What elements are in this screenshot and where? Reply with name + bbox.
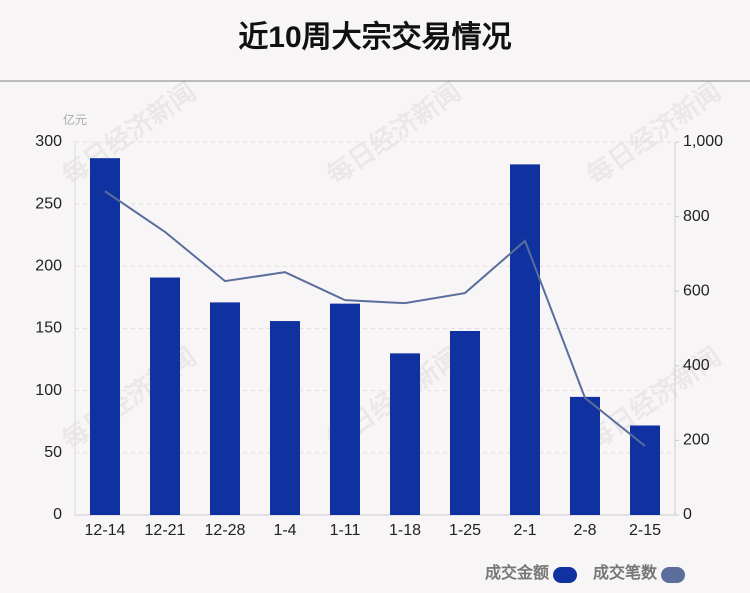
bar bbox=[450, 330, 480, 515]
line bbox=[104, 190, 646, 447]
y2-tick-label: 800 bbox=[683, 208, 710, 225]
watermark: 每日经济新闻 bbox=[321, 76, 466, 190]
x-tick-label: 12-21 bbox=[145, 522, 186, 539]
x-tick-label: 12-28 bbox=[205, 522, 246, 539]
legend-swatch bbox=[553, 567, 578, 583]
x-tick-label: 12-14 bbox=[85, 522, 126, 539]
y-tick-label: 150 bbox=[35, 320, 62, 337]
x-tick-label: 1-11 bbox=[330, 522, 361, 539]
bar bbox=[90, 158, 120, 515]
y2-tick-label: 200 bbox=[683, 432, 710, 449]
bar bbox=[570, 396, 600, 515]
bar bbox=[330, 303, 360, 515]
x-tick-label: 2-8 bbox=[573, 522, 596, 539]
bar bbox=[510, 164, 540, 515]
bar bbox=[210, 302, 240, 515]
y-tick-label: 200 bbox=[35, 258, 62, 275]
y-tick-label: 300 bbox=[35, 133, 62, 150]
y-tick-label: 50 bbox=[44, 444, 62, 461]
bar bbox=[390, 353, 420, 515]
y-tick-label: 0 bbox=[53, 506, 62, 523]
y2-tick-label: 400 bbox=[683, 357, 710, 374]
legend-label: 成交笔数 bbox=[593, 563, 658, 582]
y2-tick-label: 600 bbox=[683, 282, 710, 299]
x-tick-label: 1-25 bbox=[449, 522, 481, 539]
chart-title: 近10周大宗交易情况 bbox=[238, 20, 511, 54]
y2-tick-label: 0 bbox=[683, 506, 692, 523]
bar bbox=[150, 277, 180, 515]
y-tick-label: 250 bbox=[35, 195, 62, 212]
x-tick-label: 2-1 bbox=[513, 522, 536, 539]
y-tick-label: 100 bbox=[35, 382, 62, 399]
x-tick-label: 1-4 bbox=[273, 522, 296, 539]
y-unit: 亿元 bbox=[63, 112, 87, 127]
legend-label: 成交金额 bbox=[485, 563, 549, 582]
bar bbox=[270, 321, 300, 515]
y2-tick-label: 1,000 bbox=[683, 133, 723, 150]
x-tick-label: 2-15 bbox=[629, 522, 661, 539]
legend-swatch bbox=[661, 567, 686, 583]
x-tick-label: 1-18 bbox=[389, 522, 421, 539]
watermark: 每日经济新闻 bbox=[56, 76, 201, 190]
bar bbox=[630, 425, 660, 515]
